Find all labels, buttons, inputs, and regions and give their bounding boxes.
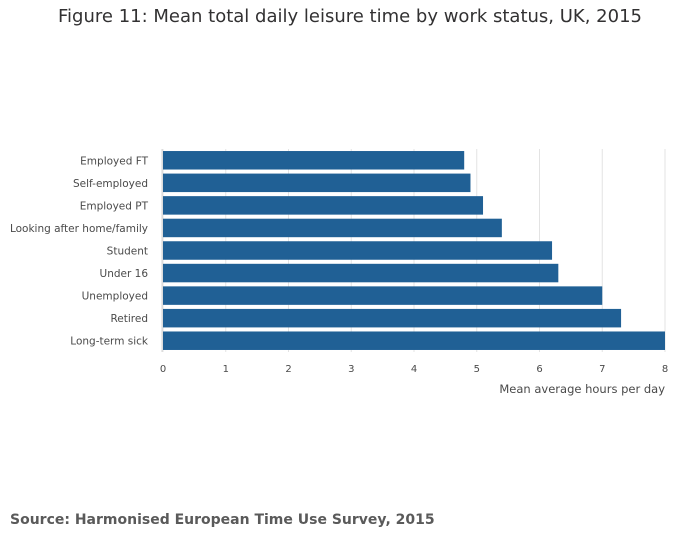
x-tick-label: 4	[411, 364, 417, 375]
bars	[163, 151, 665, 350]
bar-unemployed	[163, 286, 603, 305]
x-tick-labels: 0 1 2 3 4 5 6 7 8	[160, 364, 668, 375]
x-tick-label: 3	[348, 364, 354, 375]
category-label: Looking after home/family	[10, 223, 148, 235]
x-tick-label: 6	[536, 364, 542, 375]
x-tick-label: 5	[474, 364, 480, 375]
bar-employed-ft	[163, 151, 465, 170]
category-label: Retired	[110, 313, 148, 325]
category-labels: Employed FT Self-employed Employed PT Looki…	[10, 155, 149, 347]
category-label: Self-employed	[73, 178, 148, 190]
category-label: Long-term sick	[70, 336, 149, 348]
bar-student	[163, 241, 553, 260]
x-tick-label: 7	[599, 364, 605, 375]
chart-title: Figure 11: Mean total daily leisure time…	[58, 6, 642, 27]
bar-under-16	[163, 263, 559, 283]
source-note: Source: Harmonised European Time Use Sur…	[10, 512, 435, 528]
category-label: Under 16	[100, 268, 149, 280]
x-tick-label: 1	[223, 364, 229, 375]
bar-employed-pt	[163, 196, 484, 215]
category-label: Student	[107, 246, 148, 258]
bar-long-term-sick	[163, 331, 665, 350]
bar-looking-after-home-family	[163, 218, 502, 238]
x-axis-label: Mean average hours per day	[499, 382, 665, 396]
category-label: Employed FT	[80, 155, 148, 167]
x-tick-label: 0	[160, 364, 166, 375]
category-label: Unemployed	[82, 291, 148, 303]
bar-self-employed	[163, 173, 471, 193]
bar-retired	[163, 308, 622, 328]
x-tick-label: 8	[662, 364, 668, 375]
x-tick-label: 2	[285, 364, 291, 375]
category-label: Employed PT	[80, 200, 149, 212]
